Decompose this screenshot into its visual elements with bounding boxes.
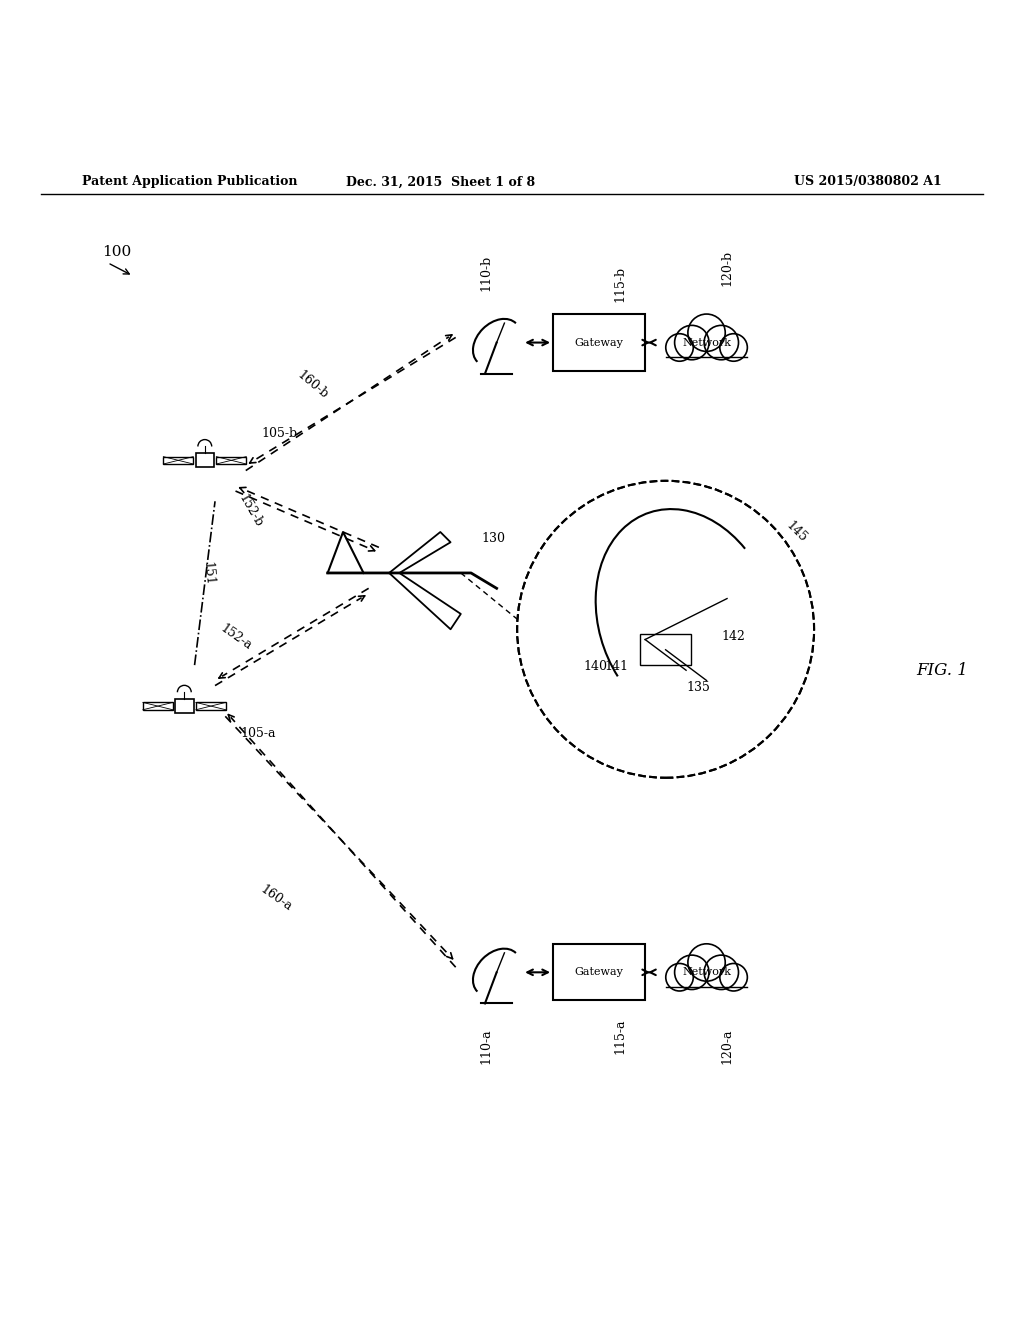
- Text: 105-b: 105-b: [261, 426, 297, 440]
- Text: Dec. 31, 2015  Sheet 1 of 8: Dec. 31, 2015 Sheet 1 of 8: [346, 176, 535, 189]
- Text: 140: 140: [584, 660, 607, 673]
- Text: 110-a: 110-a: [480, 1028, 493, 1064]
- Bar: [553, 944, 645, 1001]
- Circle shape: [688, 314, 725, 351]
- Text: 130: 130: [481, 532, 505, 545]
- Text: 120-b: 120-b: [721, 249, 733, 286]
- Text: 135: 135: [686, 681, 710, 694]
- Text: 152-a: 152-a: [217, 622, 254, 653]
- Text: 100: 100: [102, 244, 132, 259]
- Text: 145: 145: [783, 519, 809, 545]
- Text: Patent Application Publication: Patent Application Publication: [82, 176, 297, 189]
- Circle shape: [688, 944, 725, 981]
- Text: 151: 151: [200, 561, 215, 586]
- Circle shape: [517, 480, 814, 777]
- Circle shape: [720, 334, 748, 362]
- Text: US 2015/0380802 A1: US 2015/0380802 A1: [795, 176, 942, 189]
- Text: 160-b: 160-b: [294, 368, 331, 401]
- Text: 152-b: 152-b: [237, 492, 265, 529]
- Bar: [196, 702, 225, 710]
- Text: 105-a: 105-a: [241, 726, 276, 739]
- Text: FIG. 1: FIG. 1: [916, 661, 968, 678]
- Circle shape: [705, 325, 738, 360]
- Text: Network: Network: [682, 968, 731, 977]
- Bar: [216, 457, 247, 465]
- Circle shape: [666, 334, 693, 362]
- Bar: [553, 314, 645, 371]
- Text: 115-a: 115-a: [613, 1019, 626, 1053]
- Circle shape: [675, 325, 709, 360]
- Text: 141: 141: [604, 660, 628, 673]
- Circle shape: [666, 964, 693, 991]
- Polygon shape: [389, 532, 451, 573]
- Text: 115-b: 115-b: [613, 265, 626, 301]
- Polygon shape: [389, 573, 461, 630]
- Text: Gateway: Gateway: [574, 338, 624, 347]
- Text: Network: Network: [682, 338, 731, 347]
- Bar: [164, 457, 194, 465]
- Bar: [640, 635, 691, 665]
- Bar: [196, 453, 214, 467]
- Bar: [142, 702, 173, 710]
- Circle shape: [720, 964, 748, 991]
- Circle shape: [705, 956, 738, 990]
- Bar: [175, 700, 194, 713]
- Text: Gateway: Gateway: [574, 968, 624, 977]
- Circle shape: [675, 956, 709, 990]
- Text: 160-a: 160-a: [258, 883, 295, 913]
- Text: 142: 142: [722, 630, 745, 643]
- Text: 110-b: 110-b: [480, 255, 493, 292]
- Text: 120-a: 120-a: [721, 1028, 733, 1064]
